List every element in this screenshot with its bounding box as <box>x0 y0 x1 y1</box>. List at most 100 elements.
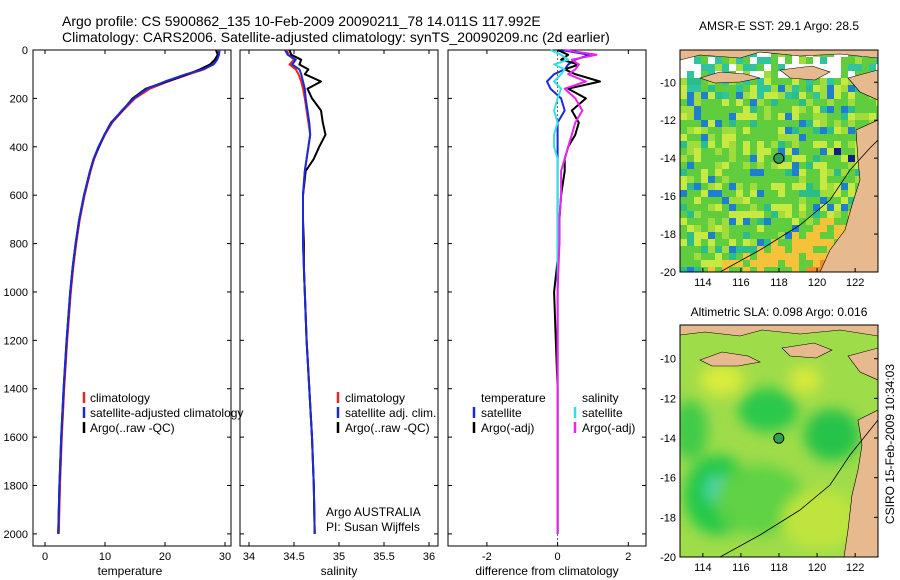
sst-cell <box>848 141 855 148</box>
sst-cell <box>764 232 771 239</box>
sst-cell <box>785 106 792 113</box>
sst-cell <box>792 85 799 92</box>
sst-cell <box>813 134 820 141</box>
sst-cell <box>813 239 820 246</box>
sst-cell <box>848 190 855 197</box>
sst-cell <box>757 211 764 218</box>
sst-cell <box>806 190 813 197</box>
sst-cell <box>799 78 806 85</box>
sla-map-field <box>680 325 878 557</box>
sst-cell <box>687 204 694 211</box>
sst-cell <box>729 183 736 190</box>
sst-cell <box>736 246 743 253</box>
x-tick-label: 35.5 <box>373 551 394 563</box>
sst-cell <box>680 260 687 267</box>
sst-cell <box>687 106 694 113</box>
sst-cell <box>701 57 708 64</box>
sst-cell <box>764 169 771 176</box>
pi-annotation: PI: Susan Wijffels <box>326 520 420 534</box>
sst-cell <box>785 169 792 176</box>
sst-cell <box>729 190 736 197</box>
sst-cell <box>862 120 869 127</box>
sst-cell <box>743 141 750 148</box>
sst-cell <box>827 190 834 197</box>
sst-cell <box>834 113 841 120</box>
sst-cell <box>778 148 785 155</box>
sst-cell <box>799 211 806 218</box>
australia-coast <box>843 409 878 557</box>
sst-cell <box>708 99 715 106</box>
sst-cell <box>729 204 736 211</box>
sst-cell <box>855 106 862 113</box>
sst-cell <box>750 260 757 267</box>
sst-cell <box>722 106 729 113</box>
sst-cell <box>841 99 848 106</box>
depth-tick-label: 1600 <box>4 432 28 444</box>
sst-cell <box>694 113 701 120</box>
sst-cell <box>701 176 708 183</box>
sst-cell <box>771 253 778 260</box>
sst-cell <box>736 260 743 267</box>
sst-cell <box>694 155 701 162</box>
sst-cell <box>722 113 729 120</box>
sst-cell <box>771 204 778 211</box>
sst-cell <box>764 204 771 211</box>
sst-map-title: AMSR-E SST: 29.1 Argo: 28.5 <box>699 19 859 33</box>
sst-cell <box>708 148 715 155</box>
sst-cell <box>799 183 806 190</box>
sst-cell <box>785 113 792 120</box>
sst-cell <box>820 169 827 176</box>
sst-cell <box>743 92 750 99</box>
sst-cell <box>743 267 750 272</box>
sst-cell <box>729 155 736 162</box>
sst-cell <box>841 64 848 71</box>
sst-cell <box>687 113 694 120</box>
sst-cell <box>834 197 841 204</box>
sst-cell <box>862 64 869 71</box>
sst-cell <box>841 183 848 190</box>
sst-cell <box>771 99 778 106</box>
sst-cell <box>876 57 878 64</box>
sst-cell <box>736 176 743 183</box>
sst-cell <box>750 218 757 225</box>
sst-cell <box>876 113 878 120</box>
sst-cell <box>827 71 834 78</box>
sst-cell <box>764 106 771 113</box>
sst-cell <box>785 64 792 71</box>
sst-cell <box>722 141 729 148</box>
sst-cell <box>799 134 806 141</box>
sst-cell <box>715 183 722 190</box>
sst-cell <box>848 176 855 183</box>
sst-cell <box>764 134 771 141</box>
sst-cell <box>687 260 694 267</box>
sst-cell <box>743 204 750 211</box>
lon-tick-label: 116 <box>732 562 750 574</box>
sst-cell <box>708 141 715 148</box>
sst-cell <box>743 134 750 141</box>
argo-annotation: Argo AUSTRALIA <box>326 505 421 519</box>
sst-cell <box>827 232 834 239</box>
sst-cell <box>785 162 792 169</box>
sst-cell <box>771 232 778 239</box>
sst-cell <box>757 176 764 183</box>
sst-cell <box>757 57 764 64</box>
sst-cell <box>827 176 834 183</box>
sst-cell <box>841 92 848 99</box>
sst-cell <box>764 57 771 64</box>
sst-cell <box>729 267 736 272</box>
header-line2: Climatology: CARS2006. Satellite-adjuste… <box>62 29 610 45</box>
x-tick-label: 30 <box>219 551 231 563</box>
sst-cell <box>743 197 750 204</box>
sst-cell <box>771 218 778 225</box>
sst-cell <box>687 127 694 134</box>
sst-cell <box>764 120 771 127</box>
sst-cell <box>680 176 687 183</box>
sst-cell <box>736 57 743 64</box>
sst-map-ticks: 114 116 118 120 122 -10 -12 -14 -16 -18 -20 <box>660 77 878 289</box>
sst-cell <box>813 92 820 99</box>
sst-cell <box>729 148 736 155</box>
sst-cell <box>792 127 799 134</box>
sst-cell <box>785 197 792 204</box>
sst-cell <box>757 155 764 162</box>
sst-cell <box>764 141 771 148</box>
